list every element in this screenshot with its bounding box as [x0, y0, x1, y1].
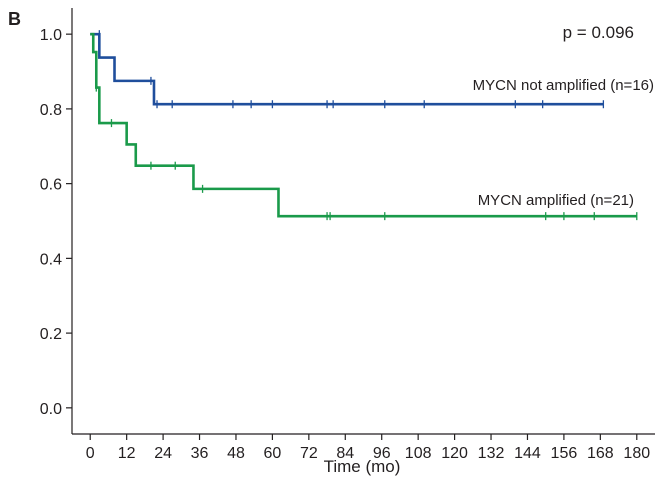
x-tick-label: 144 — [514, 445, 541, 462]
x-tick-label: 108 — [405, 445, 432, 462]
x-tick-label: 0 — [86, 445, 95, 462]
x-tick-label: 84 — [336, 445, 354, 462]
y-tick-label: 0.2 — [40, 326, 62, 343]
y-tick-label: 0.0 — [40, 401, 62, 418]
x-tick-label: 72 — [300, 445, 318, 462]
panel-label: B — [8, 9, 21, 29]
x-tick-label: 36 — [191, 445, 209, 462]
series-label: MYCN not amplified (n=16) — [473, 77, 654, 94]
x-tick-label: 168 — [587, 445, 614, 462]
p-value-annotation: p = 0.096 — [563, 23, 634, 42]
x-tick-label: 12 — [118, 445, 136, 462]
x-tick-label: 180 — [623, 445, 650, 462]
x-tick-label: 132 — [478, 445, 505, 462]
x-axis-label: Time (mo) — [324, 457, 401, 476]
x-tick-label: 96 — [373, 445, 391, 462]
x-tick-label: 120 — [441, 445, 468, 462]
x-tick-label: 48 — [227, 445, 245, 462]
series-2 — [90, 32, 638, 221]
series-labels: MYCN not amplified (n=16) MYCN amplified … — [473, 77, 654, 209]
y-tick-label: 0.4 — [40, 251, 62, 268]
axes: 0.0 0.2 0.4 0.6 0.8 1.0 0 12 24 36 48 60 72 84 96 108 12… — [40, 8, 655, 462]
survival-curve — [90, 32, 637, 218]
x-tick-label: 60 — [264, 445, 282, 462]
y-tick-label: 1.0 — [40, 27, 62, 44]
x-tick-label: 24 — [154, 445, 172, 462]
y-tick-label: 0.6 — [40, 177, 62, 194]
x-tick-label: 156 — [551, 445, 578, 462]
series-layer — [90, 30, 638, 221]
series-1 — [90, 30, 605, 109]
series-label: MYCN amplified (n=21) — [478, 192, 634, 209]
y-tick-label: 0.8 — [40, 102, 62, 119]
